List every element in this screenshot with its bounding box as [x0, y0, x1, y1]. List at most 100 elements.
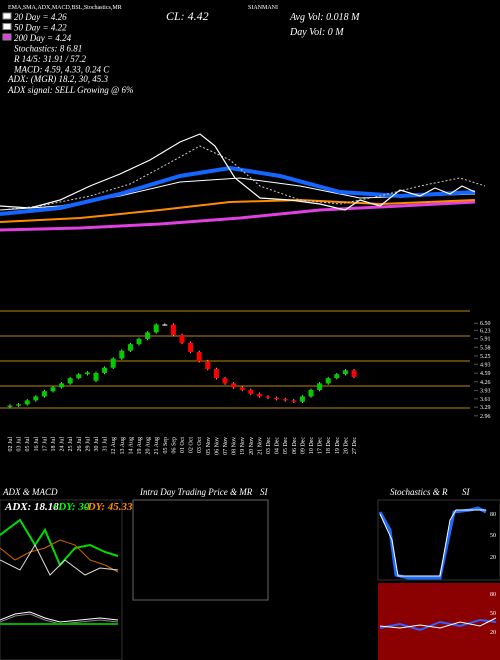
x-tick-label: 30 Jul: [94, 437, 100, 452]
y-tick-label: 5.58: [480, 345, 491, 351]
candle-body: [256, 393, 262, 397]
x-tick-label: 16 Jul: [34, 437, 40, 452]
header-line: R 14/5: 31.91 / 57.2: [13, 54, 86, 64]
candle-body: [153, 324, 159, 333]
adx-line: [0, 539, 119, 573]
x-tick-label: 10 Dec: [309, 437, 315, 454]
x-tick-label: 17 Dec: [318, 437, 324, 454]
adx-line: ADX: (MGR) 18.2, 30, 45.3: [7, 74, 108, 84]
rsi-tick: 80: [490, 592, 496, 598]
candle-body: [67, 378, 73, 384]
x-tick-label: 07 Nov: [223, 437, 229, 455]
y-tick-label: 6.23: [480, 328, 491, 334]
header-line: 50 Day = 4.22: [14, 23, 67, 33]
ma-line: [0, 165, 476, 216]
pdy-value: +DY: 30: [52, 501, 90, 513]
mdy-value: -DY: 45.33: [84, 501, 133, 513]
x-tick-label: 05 Nov: [206, 437, 212, 455]
header-line: 20 Day = 4.26: [14, 12, 67, 22]
ticker: SIANMANI: [248, 5, 278, 11]
x-tick-label: 02 Oct: [189, 437, 195, 453]
candle-body: [196, 352, 202, 362]
candle-body: [102, 367, 108, 373]
candle-body: [274, 397, 280, 400]
header-line: MACD: 4.59, 4.33, 0.24 C: [13, 65, 110, 75]
y-tick-label: 4.93: [480, 362, 491, 368]
candle-body: [265, 396, 271, 398]
x-tick-label: 06 Sep: [171, 437, 177, 454]
moving-averages: [0, 133, 486, 232]
header-line: 200 Day = 4.24: [14, 33, 72, 43]
x-tick-label: 03 Oct: [197, 437, 203, 453]
ma-line: [0, 198, 476, 223]
candle-body: [41, 391, 47, 397]
rsi-line: [379, 618, 497, 632]
candle-body: [213, 369, 219, 379]
ma-line: [0, 145, 486, 211]
macd-line: [0, 611, 119, 623]
candle-body: [325, 378, 331, 384]
candle-body: [282, 399, 288, 401]
x-tick-label: 26 Jul: [77, 437, 83, 452]
avg-vol: Avg Vol: 0.018 M: [289, 12, 360, 23]
ma-line: [0, 200, 476, 232]
x-tick-label: 08 Nov: [232, 437, 238, 455]
y-tick-label: 6.50: [480, 321, 491, 327]
x-tick-label: 21 Aug: [154, 437, 160, 455]
x-tick-label: 12 Aug: [111, 437, 117, 455]
adx-signal: ADX signal: SELL Growing @ 6%: [7, 85, 134, 95]
candle-body: [299, 396, 305, 402]
x-tick-label: 20 Aug: [146, 437, 152, 455]
candle-body: [308, 389, 314, 397]
y-tick-label: 3.29: [480, 405, 491, 411]
day-vol: Day Vol: 0 M: [289, 27, 344, 38]
candle-body: [188, 342, 194, 352]
y-tick-label: 5.91: [480, 337, 491, 343]
candle-body: [317, 383, 323, 390]
x-tick-label: 27 Dec: [352, 437, 358, 454]
x-tick-label: 05 Sep: [163, 437, 169, 454]
x-tick-label: 03 Jul: [17, 437, 23, 452]
candle-body: [84, 372, 90, 375]
x-tick-label: 13 Aug: [120, 437, 126, 455]
y-tick-label: 4.59: [480, 371, 491, 377]
x-tick-label: 20 Nov: [249, 437, 255, 455]
macd-line: [0, 613, 119, 625]
candle-body: [59, 383, 65, 388]
candle-body: [93, 372, 99, 381]
candle-body: [239, 387, 245, 390]
x-tick-label: 03 Dec: [266, 437, 272, 454]
stoch-panel: [377, 499, 500, 581]
candle-body: [7, 405, 13, 407]
x-tick-label: 04 Dec: [275, 437, 281, 454]
intraday-panel: [132, 499, 269, 601]
x-tick-label: 18 Jul: [51, 437, 57, 452]
x-tick-label: 19 Nov: [240, 437, 246, 455]
candle-body: [334, 374, 340, 379]
price-line: [0, 133, 476, 211]
intraday-title: Intra Day Trading Price & MR: [139, 487, 253, 497]
candle-body: [127, 344, 133, 351]
close-price: CL: 4.42: [166, 9, 209, 23]
panel-ticks: 80 50 20 80 50 20: [490, 512, 496, 636]
header-line: Stochastics: 8 6.81: [14, 44, 82, 54]
y-tick-label: 5.25: [480, 354, 491, 360]
x-tick-label: 19 Dec: [335, 437, 341, 454]
x-tick-label: 06 Dec: [292, 437, 298, 454]
candle-body: [24, 400, 30, 405]
x-tick-label: 05 Dec: [283, 437, 289, 454]
candle-body: [76, 374, 82, 379]
x-tick-label: 20 Dec: [343, 437, 349, 454]
candle-body: [110, 358, 116, 368]
y-tick-label: 4.26: [480, 380, 491, 386]
stoch-line: [379, 509, 486, 577]
adx-value: ADX: 18.18: [4, 501, 59, 513]
legend-swatch: [2, 12, 12, 20]
y-tick-label: 2.96: [480, 414, 491, 420]
candle-body: [119, 350, 125, 359]
candle-body: [205, 361, 211, 369]
stoch-line: [378, 506, 487, 580]
x-tick-label: 17 Jul: [42, 437, 48, 452]
